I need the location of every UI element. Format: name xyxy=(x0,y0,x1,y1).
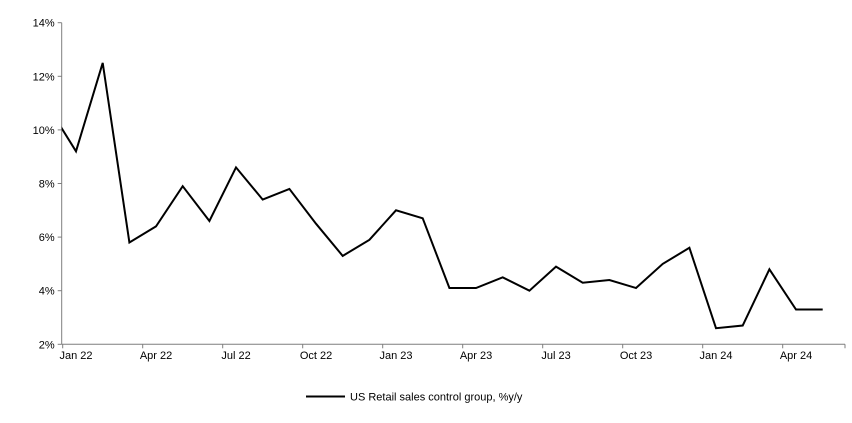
x-tick-label: Oct 23 xyxy=(620,350,652,362)
y-tick-label: 4% xyxy=(39,286,55,298)
legend: US Retail sales control group, %y/y xyxy=(306,392,523,404)
data-series xyxy=(61,62,823,330)
y-tick-label: 12% xyxy=(33,71,55,83)
x-tick-label: Oct 22 xyxy=(300,350,332,362)
y-tick-label: 2% xyxy=(39,339,55,351)
x-tick-label: Apr 22 xyxy=(140,350,172,362)
x-tick-label: Jul 23 xyxy=(541,350,570,362)
x-tick-label: Apr 23 xyxy=(460,350,492,362)
y-tick-label: 6% xyxy=(39,232,55,244)
x-tick-label: Jul 22 xyxy=(221,350,250,362)
y-tick-label: 10% xyxy=(33,125,55,137)
axes: 14% 12% 10% 8% 6% 4% 2% Jan 22 Apr 22 Jul 22 Oct 2… xyxy=(33,18,846,362)
x-tick-label: Apr 24 xyxy=(780,350,812,362)
legend-label: US Retail sales control group, %y/y xyxy=(350,392,523,404)
x-tick-label: Jan 23 xyxy=(380,350,413,362)
y-tick-label: 14% xyxy=(33,18,55,30)
x-tick-label: Jan 22 xyxy=(60,350,93,362)
x-tick-label: Jan 24 xyxy=(700,350,733,362)
retail-sales-line xyxy=(61,62,823,330)
y-tick-label: 8% xyxy=(39,179,55,191)
